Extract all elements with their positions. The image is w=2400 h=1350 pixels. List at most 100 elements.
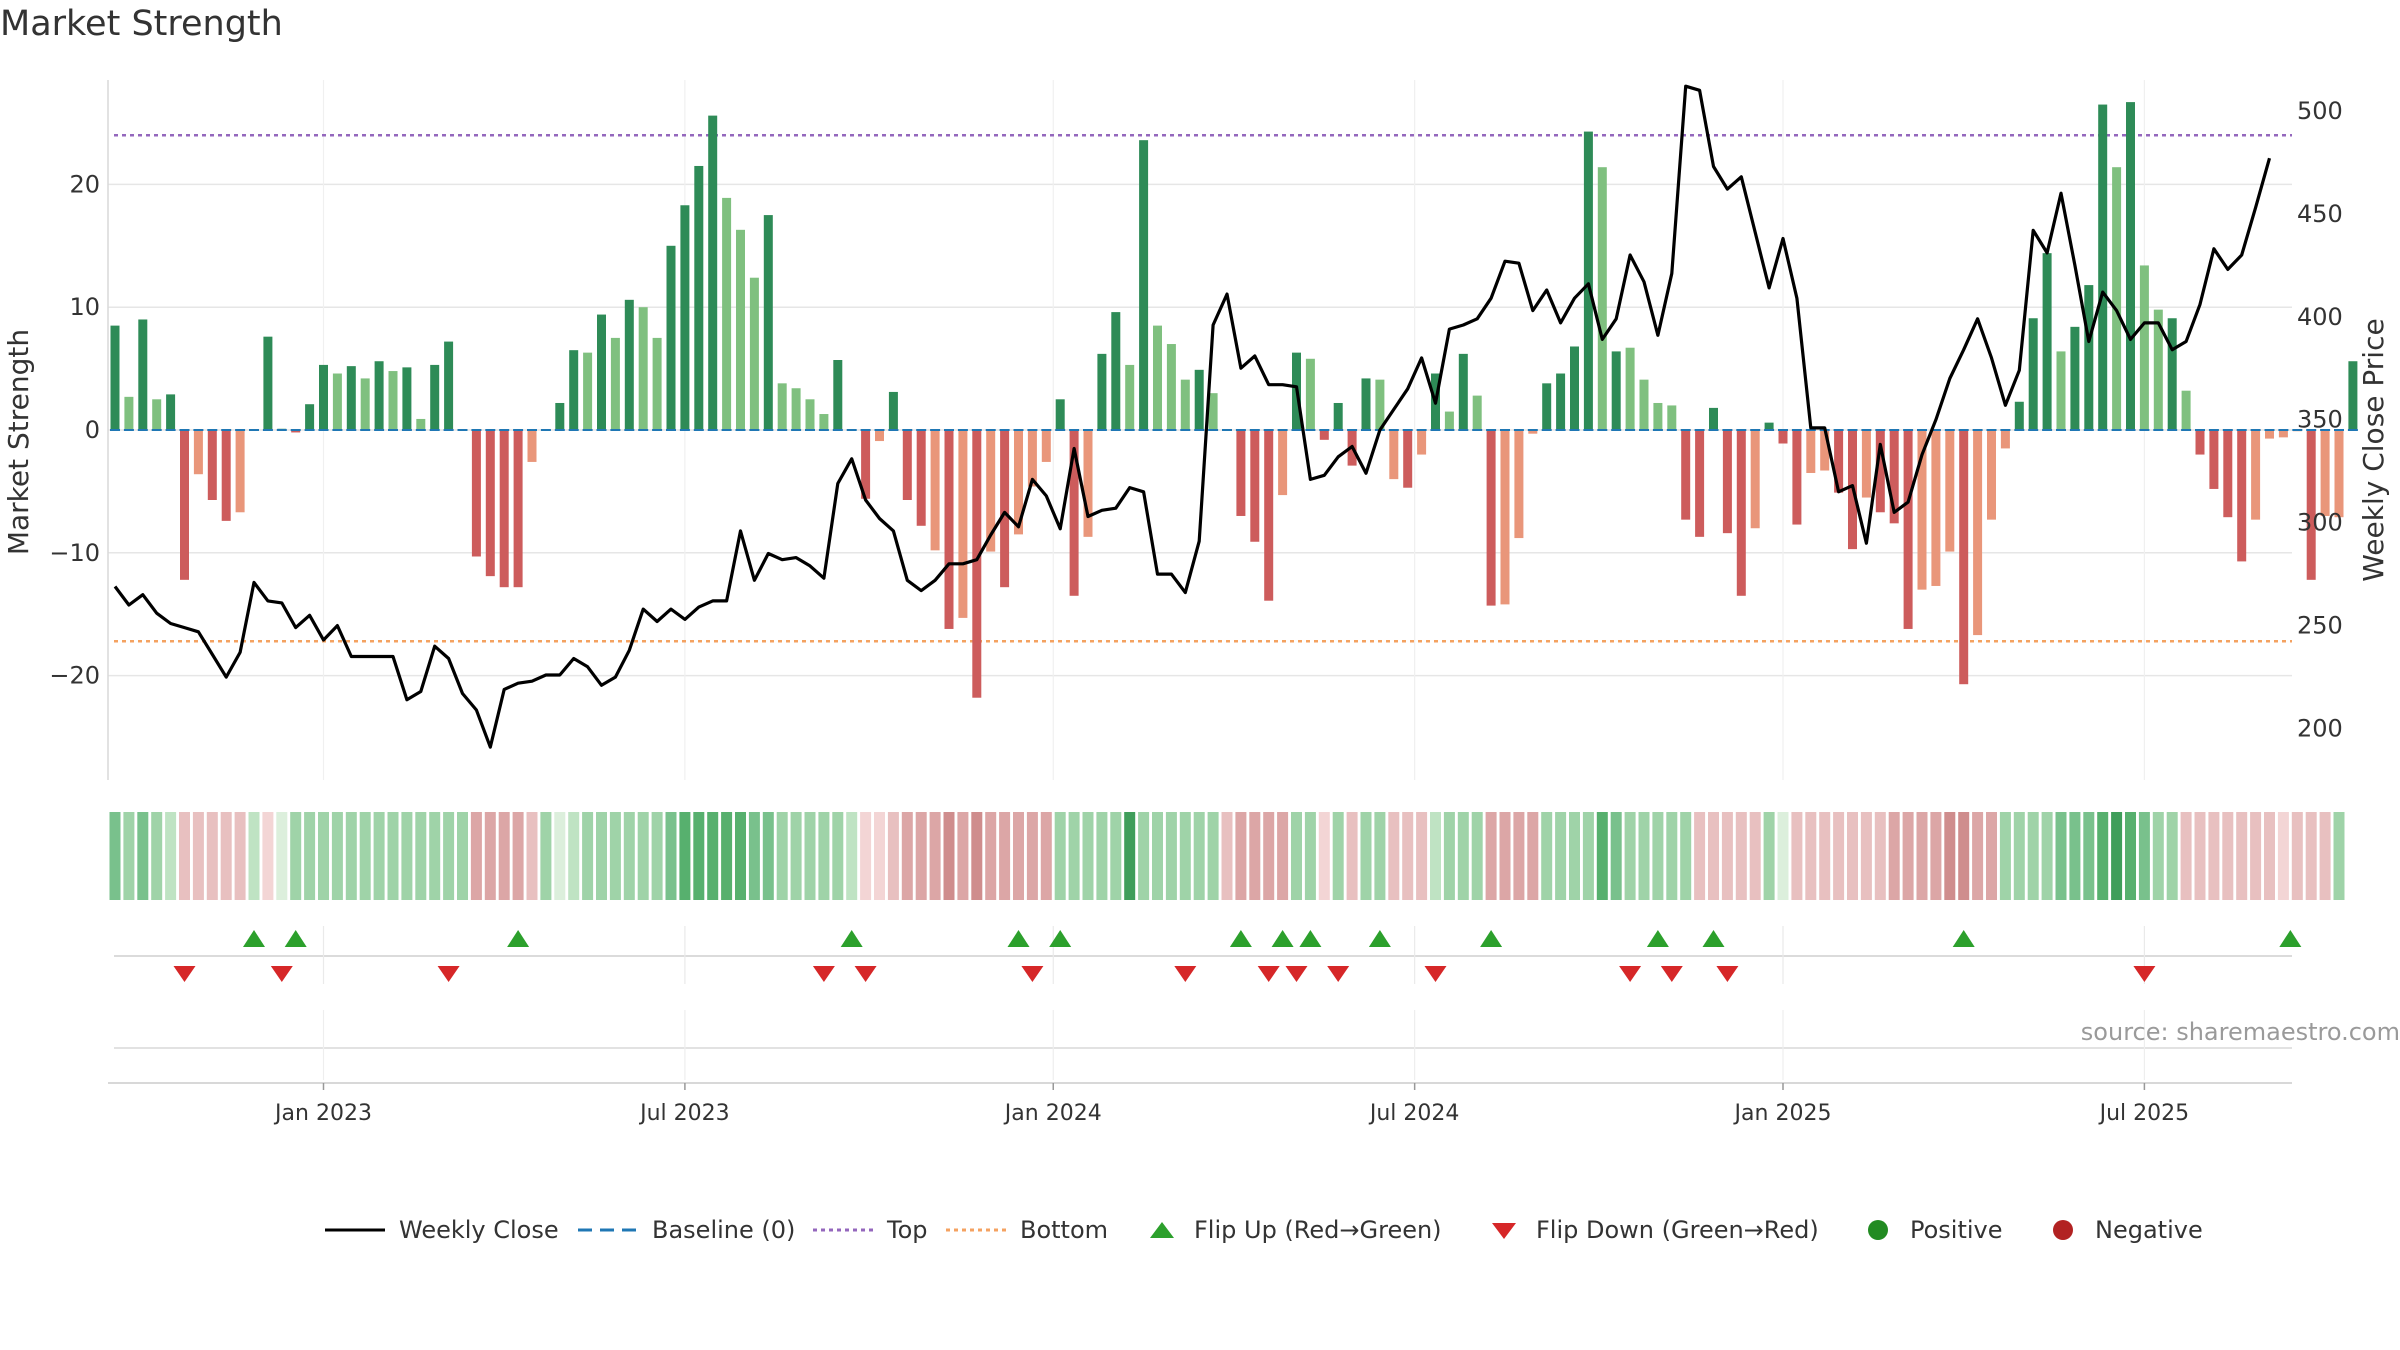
heat-cell [1513, 812, 1525, 900]
heat-cell [2291, 812, 2303, 900]
strength-bar [708, 115, 718, 430]
heat-cell [1110, 812, 1122, 900]
heat-cell [484, 812, 496, 900]
heat-cell [1249, 812, 1261, 900]
x-tick-label: Jul 2025 [2098, 1101, 2190, 1126]
strength-bar [513, 430, 523, 588]
strength-bar [180, 430, 189, 580]
heat-cell [1986, 812, 1997, 900]
flip-down-marker [1716, 966, 1739, 982]
heat-cell [2194, 812, 2206, 900]
heat-cell [1694, 812, 1706, 900]
heat-cell [109, 812, 121, 900]
flip-down-marker [270, 966, 293, 982]
strength-bar [2139, 265, 2149, 430]
flip-down-marker [1285, 966, 1308, 982]
strength-bar [833, 360, 843, 430]
heat-cell [1179, 812, 1191, 900]
heat-cell [1930, 812, 1942, 900]
strength-bar [805, 399, 815, 430]
y2-tick-label: 400 [2297, 303, 2343, 331]
heat-cell [1471, 812, 1483, 900]
x-tick-label: Jul 2024 [1368, 1101, 1460, 1126]
strength-bar [555, 402, 565, 430]
heat-cell [1596, 812, 1608, 900]
heat-cell [359, 812, 371, 900]
strength-bar [1083, 430, 1093, 537]
heat-cell [1221, 812, 1233, 900]
strength-bar [1695, 430, 1705, 537]
strength-bar [2237, 430, 2247, 562]
heat-cell [2305, 812, 2317, 900]
heat-cell [2250, 812, 2262, 900]
heat-cell [1916, 812, 1928, 900]
strength-bar [2000, 430, 2010, 449]
heat-cell [206, 812, 218, 900]
strength-bar [319, 364, 328, 430]
heat-cell [1569, 812, 1580, 900]
y2-tick-label: 350 [2297, 406, 2343, 434]
flip-up-marker [1368, 930, 1391, 947]
strength-bar [1264, 430, 1274, 601]
heat-cell [2180, 812, 2192, 900]
strength-bar [1458, 353, 1468, 430]
strength-bar [1389, 430, 1399, 480]
x-tick-label: Jul 2023 [638, 1101, 730, 1126]
strength-bar [166, 394, 176, 430]
heat-cell [623, 812, 635, 900]
heat-cell [637, 812, 649, 900]
strength-bar [652, 337, 662, 430]
heat-cell [2264, 812, 2275, 900]
legend-label: Weekly Close [399, 1216, 559, 1244]
strength-bar [680, 205, 690, 430]
strength-bar [1403, 430, 1413, 488]
y-tick-label: −10 [49, 539, 100, 567]
strength-bar [1027, 430, 1037, 487]
legend-label: Bottom [1020, 1216, 1109, 1244]
heat-cell [1096, 812, 1108, 900]
heat-cell [220, 812, 232, 900]
heat-cell [971, 812, 983, 900]
strength-bar [1514, 430, 1524, 539]
left-y-axis: −20 −10 0 10 20 Market Strength [2, 170, 100, 689]
y-axis-title: Market Strength [2, 329, 35, 555]
heat-cell [443, 812, 455, 900]
heat-cell [1777, 812, 1789, 900]
strength-bar [1486, 430, 1496, 606]
strength-bar [2278, 430, 2288, 438]
strength-bar [471, 430, 481, 557]
dot-icon [1868, 1220, 1888, 1240]
legend-label: Negative [2095, 1216, 2203, 1244]
strength-bar [2112, 167, 2122, 430]
heat-cell [2208, 812, 2220, 900]
weekly-close-line [113, 84, 2272, 749]
strength-bar [138, 319, 148, 430]
heat-cell [1944, 812, 1956, 900]
heat-cell [1860, 812, 1872, 900]
strength-bar [972, 430, 982, 698]
flip-up-marker [243, 930, 265, 947]
heat-cell [1416, 812, 1428, 900]
heat-cell [1374, 812, 1386, 900]
strength-bar [2195, 430, 2205, 455]
flip-down-marker [437, 966, 460, 982]
legend-label: Flip Up (Red→Green) [1194, 1216, 1442, 1244]
strength-bar [2320, 430, 2330, 516]
heat-cell [1235, 812, 1247, 900]
strength-bar [1194, 369, 1204, 430]
strength-bar [777, 383, 787, 430]
legend-flip-down: Flip Down (Green→Red) [1486, 1210, 1819, 1250]
heat-cell [1291, 812, 1302, 900]
heat-cell [387, 812, 399, 900]
heat-cell [1902, 812, 1914, 900]
strength-bar [1764, 422, 1774, 430]
heat-cell [1263, 812, 1275, 900]
y-tick-label: 10 [69, 293, 100, 321]
heat-cell [887, 812, 899, 900]
heat-cell [1624, 812, 1636, 900]
heat-cell [1165, 812, 1177, 900]
strength-bar [1111, 312, 1121, 430]
y2-tick-label: 300 [2297, 509, 2343, 537]
strength-bar [666, 245, 676, 430]
heat-cell [498, 812, 510, 900]
